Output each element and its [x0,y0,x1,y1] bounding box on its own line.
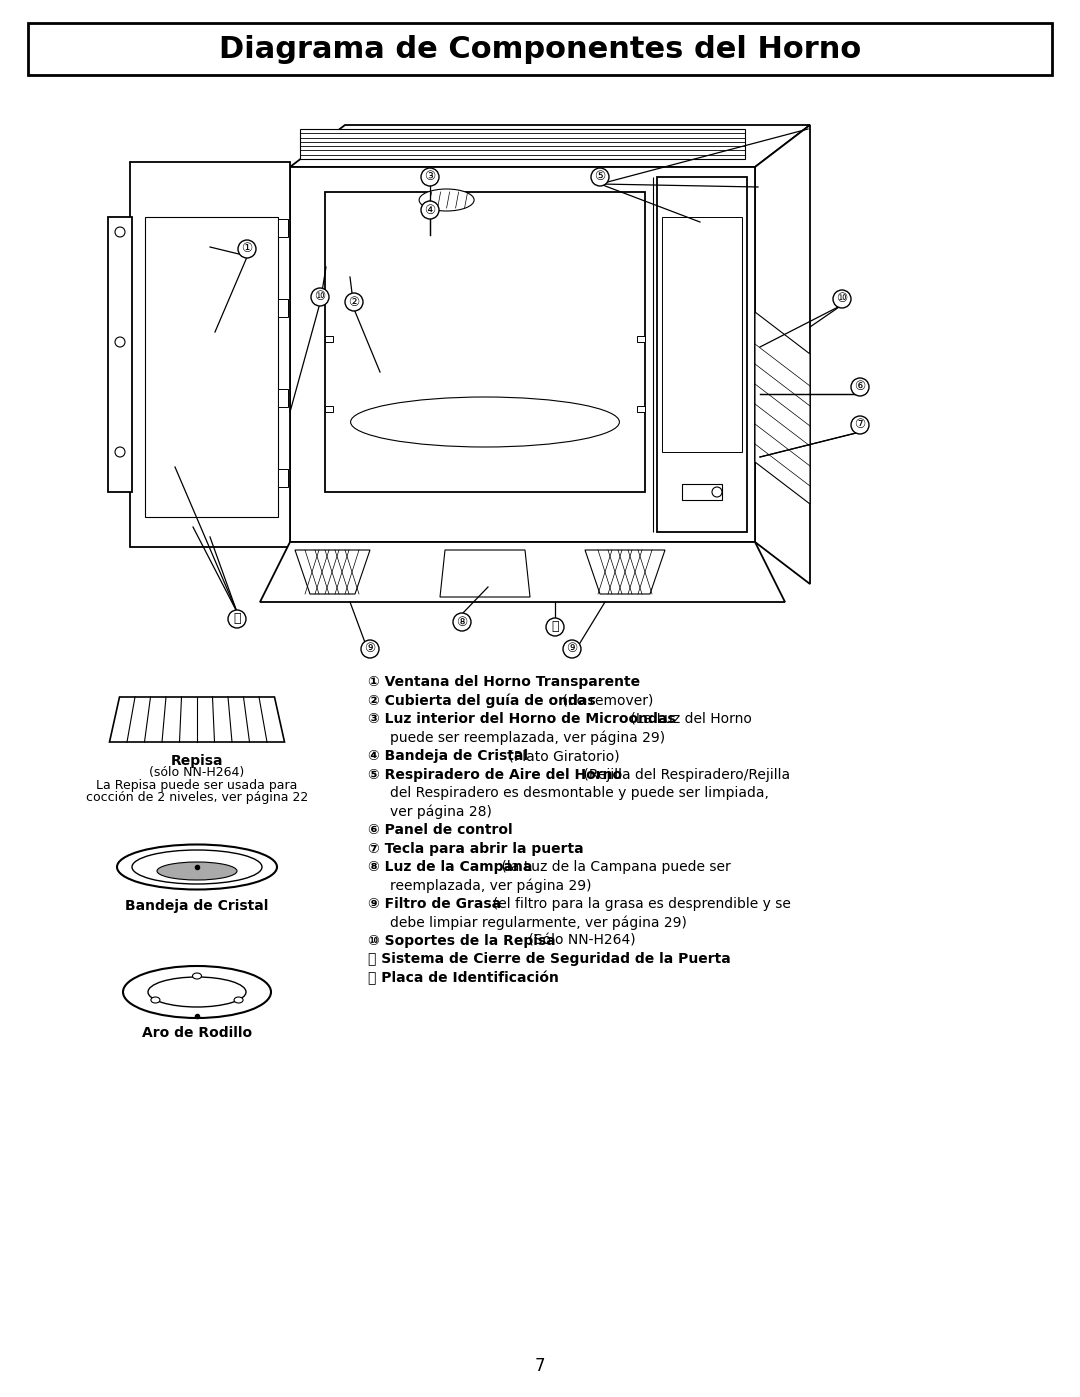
Ellipse shape [192,972,202,979]
Text: (Sólo NN-H264): (Sólo NN-H264) [525,935,636,949]
Text: debe limpiar regularmente, ver página 29): debe limpiar regularmente, ver página 29… [390,915,687,930]
Polygon shape [755,312,810,504]
Text: (Plato Giratorio): (Plato Giratorio) [504,749,620,763]
Ellipse shape [234,997,243,1003]
Text: cocción de 2 niveles, ver página 22: cocción de 2 niveles, ver página 22 [86,791,308,805]
Bar [300,129,745,159]
Ellipse shape [419,189,474,211]
Text: ⑫ Placa de Identificación: ⑫ Placa de Identificación [368,971,558,985]
Text: ③: ③ [424,170,435,183]
Polygon shape [585,550,665,594]
Text: Repisa: Repisa [171,754,224,768]
Polygon shape [295,550,370,594]
Text: ⑧: ⑧ [457,616,468,629]
Text: (la Luz de la Campana puede ser: (la Luz de la Campana puede ser [497,861,731,875]
Text: ⑩ Soportes de la Repisa: ⑩ Soportes de la Repisa [368,935,555,949]
Text: ⑤: ⑤ [594,170,606,183]
Bar [278,388,288,407]
Bar [108,217,132,492]
Text: ④ Bandeja de Cristal: ④ Bandeja de Cristal [368,749,528,763]
Bar [662,217,742,453]
Text: (Rejilla del Respiradero/Rejilla: (Rejilla del Respiradero/Rejilla [579,767,789,781]
Text: ② Cubierta del guía de ondas: ② Cubierta del guía de ondas [368,693,596,708]
Bar [637,407,645,412]
Polygon shape [440,550,530,597]
Text: del Respiradero es desmontable y puede ser limpiada,: del Respiradero es desmontable y puede s… [390,787,769,800]
Ellipse shape [114,447,125,457]
Ellipse shape [123,965,271,1018]
Text: ⑦ Tecla para abrir la puerta: ⑦ Tecla para abrir la puerta [368,841,583,855]
Text: Bandeja de Cristal: Bandeja de Cristal [125,900,269,914]
Ellipse shape [114,337,125,346]
Ellipse shape [148,977,246,1007]
Text: ⑥: ⑥ [854,380,866,394]
Bar [325,337,333,342]
Text: ①: ① [241,243,253,256]
Polygon shape [755,124,810,584]
Bar [325,407,333,412]
Text: ③ Luz interior del Horno de Microondas: ③ Luz interior del Horno de Microondas [368,712,676,726]
Ellipse shape [117,845,276,890]
Text: ②: ② [349,296,360,309]
Text: ⑫: ⑫ [551,620,558,633]
Text: (el filtro para la grasa es desprendible y se: (el filtro para la grasa es desprendible… [484,897,791,911]
Text: Aro de Rodillo: Aro de Rodillo [141,1025,252,1039]
Bar [278,299,288,317]
Text: ⑨ Filtro de Grasa: ⑨ Filtro de Grasa [368,897,501,911]
Ellipse shape [712,488,723,497]
Text: ⑪ Sistema de Cierre de Seguridad de la Puerta: ⑪ Sistema de Cierre de Seguridad de la P… [368,953,731,967]
Text: ⑦: ⑦ [854,419,866,432]
Ellipse shape [132,849,262,884]
Bar [681,483,723,500]
Text: ⑩: ⑩ [314,291,326,303]
Text: ⑥ Panel de control: ⑥ Panel de control [368,823,513,837]
Polygon shape [260,542,785,602]
Bar [325,191,645,492]
Text: puede ser reemplazada, ver página 29): puede ser reemplazada, ver página 29) [390,731,665,745]
Polygon shape [109,697,284,742]
Ellipse shape [351,397,620,447]
Text: ⑪: ⑪ [233,612,241,626]
Ellipse shape [151,997,160,1003]
Text: (sólo NN-H264): (sólo NN-H264) [149,766,245,780]
Bar [28,22,1052,75]
Text: ① Ventana del Horno Transparente: ① Ventana del Horno Transparente [368,675,640,689]
Text: reemplazada, ver página 29): reemplazada, ver página 29) [390,879,592,893]
Text: ⑨: ⑨ [364,643,376,655]
Bar [278,219,288,237]
Polygon shape [291,124,810,168]
Text: 7: 7 [535,1356,545,1375]
Text: ⑤ Respiradero de Aire del Horno: ⑤ Respiradero de Aire del Horno [368,767,622,781]
Ellipse shape [114,226,125,237]
Bar [637,337,645,342]
Text: ⑩: ⑩ [836,292,848,306]
Bar [291,168,755,542]
Bar [657,177,747,532]
Text: ver página 28): ver página 28) [390,805,491,819]
Ellipse shape [157,862,237,880]
Text: (La Luz del Horno: (La Luz del Horno [626,712,753,726]
Text: ⑧ Luz de la Campana: ⑧ Luz de la Campana [368,861,532,875]
Text: ④: ④ [424,204,435,217]
Text: (no remover): (no remover) [558,693,653,707]
Text: La Repisa puede ser usada para: La Repisa puede ser usada para [96,780,298,792]
Bar [130,162,291,548]
Text: ⑨: ⑨ [566,643,578,655]
Bar [145,217,278,517]
Text: Diagrama de Componentes del Horno: Diagrama de Componentes del Horno [219,35,861,63]
Bar [278,469,288,488]
